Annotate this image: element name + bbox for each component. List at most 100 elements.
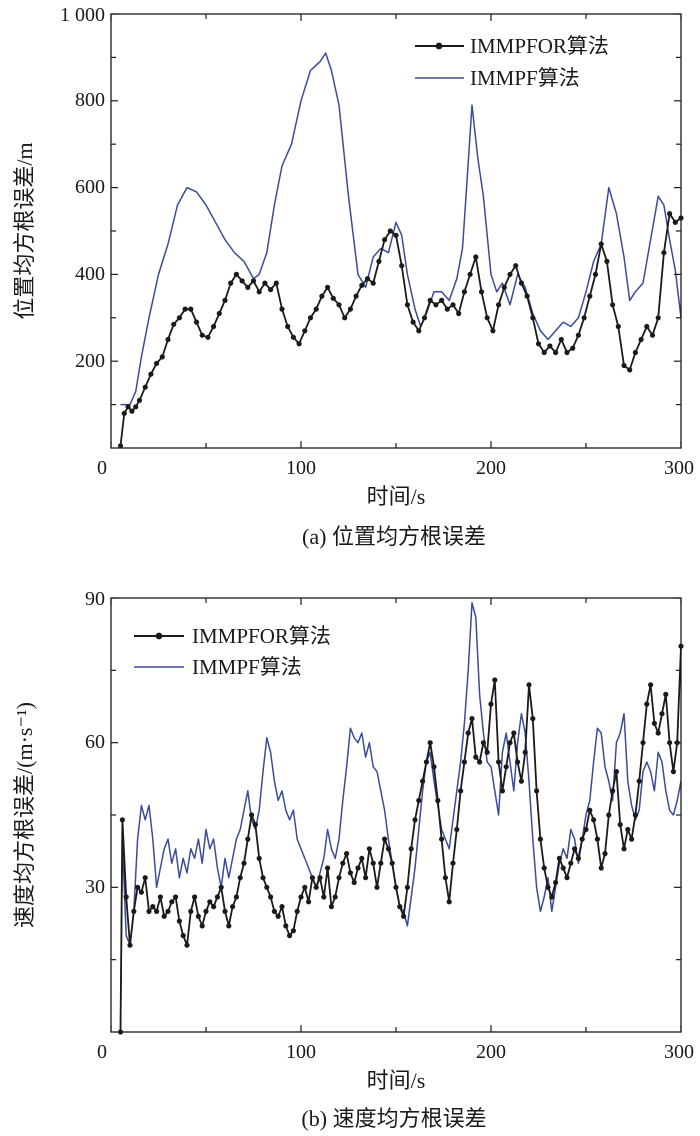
chart-b-point-immpfor-27 (218, 884, 224, 890)
chart-a-point-immpfor-92 (632, 349, 639, 356)
chart-b-point-immpfor-94 (473, 754, 479, 760)
chart-b-point-immpfor-95 (477, 759, 483, 765)
chart-b-point-immpfor-143 (659, 711, 665, 717)
chart-a-point-immpfor-59 (444, 306, 450, 312)
chart-b-point-immpfor-24 (207, 899, 213, 905)
chart-b-y-tick-60: 60 (85, 731, 105, 753)
chart-a-point-immpfor-65 (478, 289, 485, 295)
chart-b-point-immpfor-131 (613, 769, 620, 775)
chart-a-point-immpfor-97 (661, 250, 667, 256)
chart-a-point-immpfor-80 (564, 349, 570, 356)
chart-b-point-immpfor-87 (446, 899, 452, 905)
chart-b-point-immpfor-120 (572, 846, 578, 852)
chart-a-point-immpfor-73 (524, 293, 530, 299)
chart-b-point-immpfor-121 (575, 855, 582, 862)
chart-a-y-tick-1000: 1 000 (60, 4, 105, 26)
chart-b-point-immpfor-137 (636, 778, 642, 784)
chart-b-legend-label-immpf: IMMPF算法 (192, 655, 302, 679)
chart-b-point-immpfor-2 (123, 894, 129, 900)
chart-b-point-immpfor-113 (545, 884, 551, 890)
chart-b-point-immpfor-82 (427, 740, 433, 746)
chart-a-point-immpfor-84 (587, 293, 593, 299)
chart-b-point-immpfor-96 (480, 740, 486, 746)
chart-a-point-immpfor-46 (370, 280, 376, 286)
chart-b-point-immpfor-118 (564, 875, 570, 881)
chart-b-point-immpfor-139 (644, 701, 650, 707)
chart-b-point-immpfor-74 (397, 904, 403, 910)
chart-b-point-immpfor-51 (309, 875, 315, 881)
chart-b-point-immpfor-108 (526, 682, 532, 688)
chart-a-point-immpfor-67 (490, 328, 496, 334)
chart-b-point-immpfor-105 (515, 759, 521, 765)
chart-b-point-immpfor-21 (195, 913, 201, 919)
chart-a-point-immpfor-27 (262, 280, 268, 286)
chart-a-point-immpfor-71 (513, 263, 519, 269)
chart-a-point-immpfor-17 (205, 334, 211, 340)
chart-b-point-immpfor-32 (237, 875, 243, 881)
chart-a-legend-marker-immpfor (435, 42, 443, 50)
chart-a-point-immpfor-58 (439, 297, 445, 303)
chart-a-point-immpfor-55 (421, 315, 428, 321)
chart-a-point-immpfor-36 (313, 306, 319, 312)
chart-b-point-immpfor-48 (298, 894, 304, 900)
chart-b-point-immpfor-35 (249, 812, 255, 818)
chart-b-point-immpfor-13 (165, 908, 171, 915)
chart-a-y-tick-800: 800 (75, 89, 105, 111)
chart-a-point-immpfor-21 (228, 280, 234, 286)
chart-b-point-immpfor-46 (290, 928, 296, 934)
chart-b-point-immpfor-92 (465, 730, 471, 736)
chart-b-legend-label-immpfor: IMMPFOR算法 (192, 624, 331, 648)
chart-a-point-immpfor-31 (285, 323, 291, 330)
chart-a-point-immpfor-34 (302, 328, 308, 334)
chart-b-point-immpfor-9 (150, 904, 156, 910)
chart-b-point-immpfor-125 (591, 817, 597, 823)
chart-b-point-immpfor-84 (435, 797, 441, 804)
chart-a-point-immpfor-42 (347, 306, 353, 312)
chart-b-point-immpfor-41 (271, 908, 277, 915)
chart-b-point-immpfor-61 (347, 870, 353, 876)
chart-a-point-immpfor-8 (154, 360, 160, 366)
chart-b-point-immpfor-75 (401, 913, 407, 919)
chart-a-point-immpfor-60 (450, 302, 456, 308)
chart-a-y-tick-600: 600 (75, 176, 105, 198)
chart-a-point-immpfor-54 (416, 328, 422, 334)
chart-a-point-immpfor-81 (570, 345, 576, 351)
chart-a-point-immpfor-83 (581, 315, 587, 321)
chart-b-point-immpfor-126 (594, 836, 601, 842)
chart-a-series-group (117, 52, 684, 449)
chart-a-point-immpfor-91 (627, 367, 633, 373)
chart-a-point-immpfor-6 (142, 384, 148, 390)
chart-b-point-immpfor-140 (648, 682, 654, 688)
chart-a-point-immpfor-24 (245, 284, 251, 290)
chart-b-point-immpfor-69 (378, 860, 384, 866)
chart-b-series-group (117, 602, 684, 1035)
chart-a-point-immpfor-63 (467, 271, 473, 277)
chart-b-point-immpfor-15 (173, 894, 179, 900)
chart-a-point-immpfor-95 (649, 332, 656, 338)
chart-b-point-immpfor-25 (211, 904, 217, 910)
chart-a-point-immpfor-57 (433, 302, 439, 308)
chart-a-point-immpfor-12 (176, 315, 182, 321)
chart-a-series-line-immpfor (119, 212, 682, 446)
chart-b-point-immpfor-102 (503, 764, 509, 770)
chart-b-point-immpfor-62 (351, 879, 357, 886)
chart-a-point-immpfor-48 (382, 237, 388, 243)
chart-b-point-immpfor-109 (530, 716, 536, 722)
chart-b-point-immpfor-38 (260, 875, 266, 881)
chart-b-point-immpfor-7 (142, 875, 148, 881)
chart-a-point-immpfor-26 (256, 289, 262, 295)
chart-b-point-immpfor-78 (412, 817, 418, 823)
chart-b-point-immpfor-104 (511, 730, 517, 736)
chart-b-point-immpfor-76 (404, 884, 410, 890)
chart-b-legend-marker-immpfor (155, 632, 163, 640)
chart-b-x-tick-200: 200 (476, 1041, 506, 1063)
chart-b-point-immpfor-63 (355, 865, 361, 871)
chart-a-plot-frame (110, 13, 682, 449)
chart-b-point-immpfor-22 (199, 923, 205, 929)
chart-a-point-immpfor-35 (307, 315, 314, 321)
chart-a-point-immpfor-20 (222, 297, 228, 303)
chart-b-point-immpfor-83 (431, 764, 437, 770)
chart-b-point-immpfor-11 (157, 894, 163, 900)
chart-b-x-tick-300: 300 (664, 1041, 694, 1063)
chart-a-point-immpfor-53 (410, 319, 416, 325)
